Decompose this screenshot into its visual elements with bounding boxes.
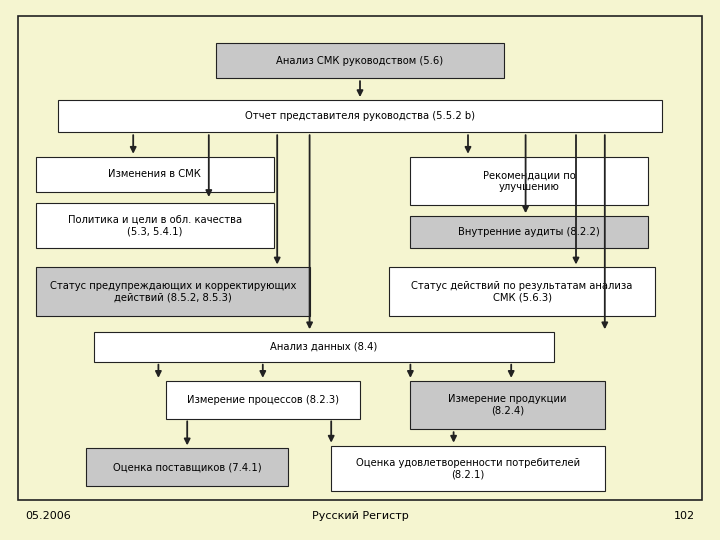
Text: Анализ СМК руководством (5.6): Анализ СМК руководством (5.6) — [276, 56, 444, 66]
Text: Политика и цели в обл. качества
(5.3, 5.4.1): Политика и цели в обл. качества (5.3, 5.… — [68, 214, 242, 237]
Bar — [36, 202, 274, 248]
Text: 102: 102 — [674, 511, 695, 521]
Bar — [36, 157, 274, 192]
Bar — [166, 381, 360, 418]
Bar — [331, 446, 605, 491]
Text: Статус предупреждающих и корректирующих
действий (8.5.2, 8.5.3): Статус предупреждающих и корректирующих … — [50, 281, 296, 302]
Text: Внутренние аудиты (8.2.2): Внутренние аудиты (8.2.2) — [459, 227, 600, 237]
Bar — [389, 267, 655, 316]
Text: Оценка удовлетворенности потребителей
(8.2.1): Оценка удовлетворенности потребителей (8… — [356, 458, 580, 480]
Text: Статус действий по результатам анализа
СМК (5.6.3): Статус действий по результатам анализа С… — [411, 281, 633, 302]
Text: Рекомендации по
улучшению: Рекомендации по улучшению — [483, 170, 575, 192]
Text: Оценка поставщиков (7.4.1): Оценка поставщиков (7.4.1) — [113, 462, 261, 472]
Bar — [36, 267, 310, 316]
Text: Отчет представителя руководства (5.5.2 b): Отчет представителя руководства (5.5.2 b… — [245, 111, 475, 121]
Text: 05.2006: 05.2006 — [25, 511, 71, 521]
Text: Русский Регистр: Русский Регистр — [312, 511, 408, 521]
Text: Анализ данных (8.4): Анализ данных (8.4) — [271, 342, 377, 352]
Bar — [410, 381, 605, 429]
Bar — [58, 100, 662, 132]
Bar — [18, 16, 702, 500]
Text: Измерение продукции
(8.2.4): Измерение продукции (8.2.4) — [449, 394, 567, 416]
Text: Измерение процессов (8.2.3): Измерение процессов (8.2.3) — [186, 395, 339, 404]
Bar — [86, 448, 288, 486]
Bar — [94, 332, 554, 362]
Text: Изменения в СМК: Изменения в СМК — [109, 169, 201, 179]
Bar — [410, 157, 648, 205]
Bar — [216, 43, 504, 78]
Bar — [410, 216, 648, 248]
